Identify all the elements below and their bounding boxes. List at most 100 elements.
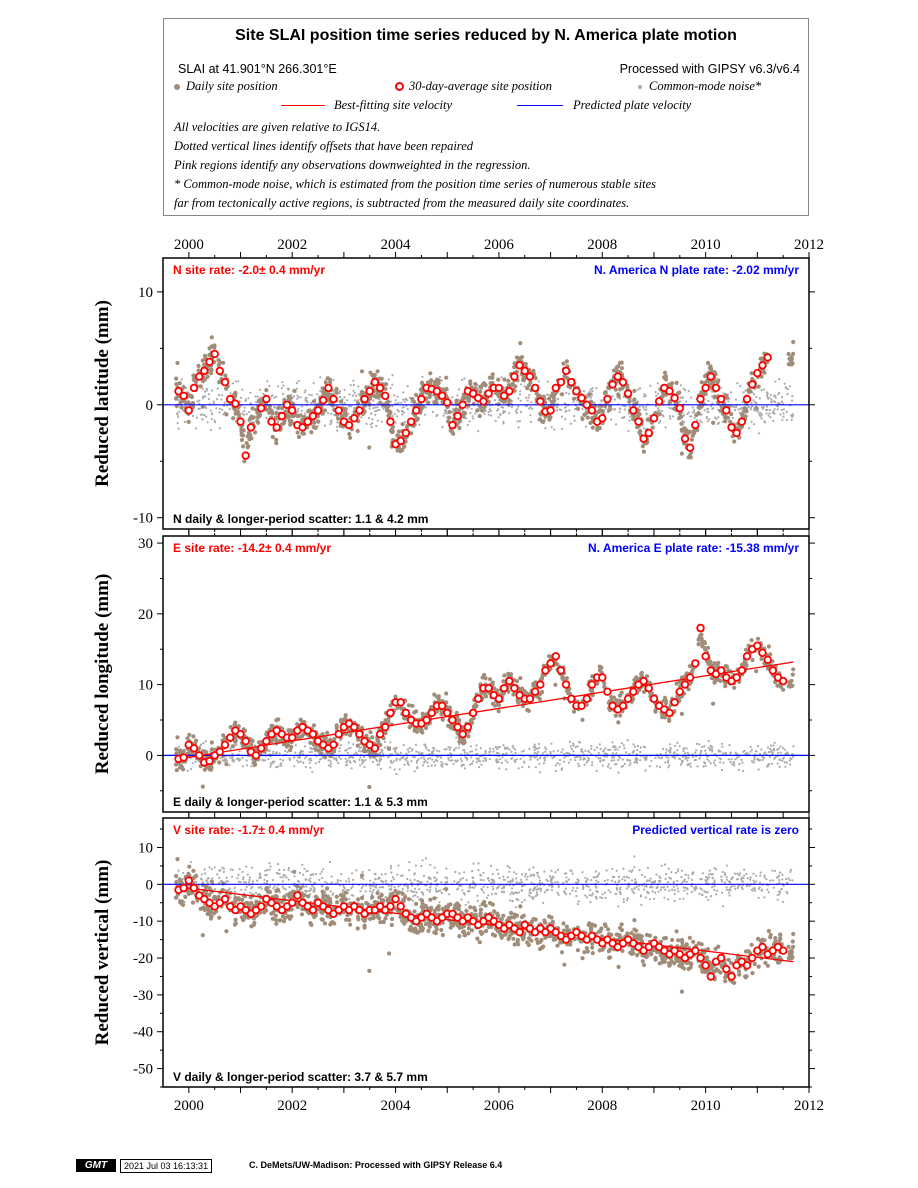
common-mode-point bbox=[456, 759, 459, 762]
common-mode-point bbox=[606, 765, 610, 768]
daily-point bbox=[239, 429, 244, 434]
common-mode-point bbox=[658, 409, 661, 412]
common-mode-point bbox=[621, 758, 624, 761]
avg-point bbox=[608, 380, 617, 389]
common-mode-point bbox=[286, 750, 289, 754]
daily-point bbox=[209, 368, 214, 373]
common-mode-point bbox=[475, 761, 478, 764]
common-mode-point bbox=[714, 764, 717, 767]
common-mode-point bbox=[369, 423, 372, 426]
avg-point bbox=[639, 434, 648, 443]
common-mode-point bbox=[370, 426, 373, 429]
daily-point bbox=[402, 444, 407, 449]
common-mode-point bbox=[376, 419, 379, 422]
common-mode-point bbox=[457, 746, 460, 749]
common-mode-point bbox=[628, 753, 631, 756]
common-mode-point bbox=[574, 746, 577, 749]
daily-point bbox=[465, 395, 470, 400]
common-mode-point bbox=[451, 759, 454, 762]
common-mode-point bbox=[396, 395, 399, 398]
daily-point bbox=[789, 354, 794, 360]
legend-note: * Common-mode noise, which is estimated … bbox=[174, 177, 657, 191]
common-mode-point bbox=[299, 760, 302, 763]
common-mode-point bbox=[566, 752, 570, 755]
daily-point bbox=[705, 360, 711, 366]
daily-point bbox=[696, 411, 701, 416]
common-mode-point bbox=[378, 759, 381, 763]
common-mode-point bbox=[514, 751, 517, 755]
common-mode-point bbox=[417, 758, 420, 761]
common-mode-point bbox=[773, 412, 776, 415]
common-mode-point bbox=[550, 426, 553, 429]
daily-point bbox=[473, 381, 478, 387]
common-mode-point bbox=[456, 394, 459, 397]
daily-point bbox=[477, 413, 482, 419]
y-axis-label: Reduced latitude (mm) bbox=[92, 300, 113, 487]
common-mode-point bbox=[505, 752, 508, 755]
daily-point bbox=[502, 673, 507, 678]
daily-point bbox=[767, 0, 771, 2]
daily-point bbox=[251, 761, 256, 766]
common-mode-point bbox=[427, 765, 430, 768]
common-mode-point bbox=[303, 412, 307, 415]
daily-point bbox=[444, 386, 449, 392]
avg-point bbox=[344, 420, 354, 430]
common-mode-point bbox=[394, 751, 397, 754]
common-mode-point bbox=[436, 413, 439, 417]
common-mode-point bbox=[497, 760, 500, 764]
common-mode-point bbox=[587, 757, 590, 760]
daily-point bbox=[738, 425, 743, 430]
avg-point bbox=[437, 391, 447, 400]
common-mode-point bbox=[196, 416, 199, 419]
common-mode-point bbox=[711, 407, 714, 410]
common-mode-point bbox=[425, 747, 428, 750]
common-mode-point bbox=[779, 413, 782, 416]
common-mode-point bbox=[306, 401, 309, 404]
common-mode-point bbox=[203, 390, 207, 393]
daily-point bbox=[766, 0, 770, 2]
daily-point bbox=[773, 0, 777, 2]
common-mode-point bbox=[177, 427, 180, 430]
avg-points bbox=[174, 349, 772, 460]
common-mode-point bbox=[528, 747, 531, 751]
daily-point bbox=[674, 681, 679, 686]
daily-point bbox=[526, 708, 531, 714]
daily-point bbox=[359, 369, 365, 374]
common-mode-point bbox=[265, 416, 268, 419]
common-mode-point bbox=[499, 758, 502, 761]
daily-point bbox=[320, 411, 325, 416]
common-mode-point bbox=[344, 749, 347, 752]
common-mode-point bbox=[395, 757, 398, 760]
common-mode-point bbox=[198, 745, 201, 748]
common-mode-point bbox=[280, 387, 283, 390]
daily-point bbox=[249, 742, 254, 747]
common-mode-point bbox=[308, 751, 311, 754]
common-mode-point bbox=[273, 405, 276, 408]
common-mode-point bbox=[611, 741, 614, 744]
common-mode-point bbox=[721, 752, 725, 755]
common-mode-point bbox=[613, 407, 616, 411]
common-mode-point bbox=[220, 394, 223, 397]
daily-point bbox=[288, 728, 293, 733]
avg-point bbox=[520, 366, 529, 376]
common-mode-point bbox=[406, 399, 409, 402]
common-mode-point bbox=[753, 401, 757, 404]
common-mode-point bbox=[529, 420, 533, 423]
common-mode-point bbox=[484, 757, 487, 760]
common-mode-point bbox=[629, 415, 632, 418]
common-mode-point bbox=[361, 762, 364, 765]
common-mode-point bbox=[782, 415, 785, 418]
common-mode-point bbox=[703, 409, 706, 412]
daily-point bbox=[564, 676, 570, 681]
common-mode-point bbox=[435, 749, 438, 752]
common-mode-point bbox=[706, 758, 709, 761]
common-mode-point bbox=[423, 761, 426, 764]
daily-point bbox=[406, 703, 412, 708]
daily-point bbox=[712, 661, 717, 666]
common-mode-point bbox=[378, 763, 381, 766]
common-mode-point bbox=[690, 415, 693, 418]
daily-point bbox=[590, 425, 595, 430]
common-mode-point bbox=[371, 422, 374, 425]
common-mode-point bbox=[223, 401, 226, 404]
avg-point bbox=[189, 383, 199, 393]
